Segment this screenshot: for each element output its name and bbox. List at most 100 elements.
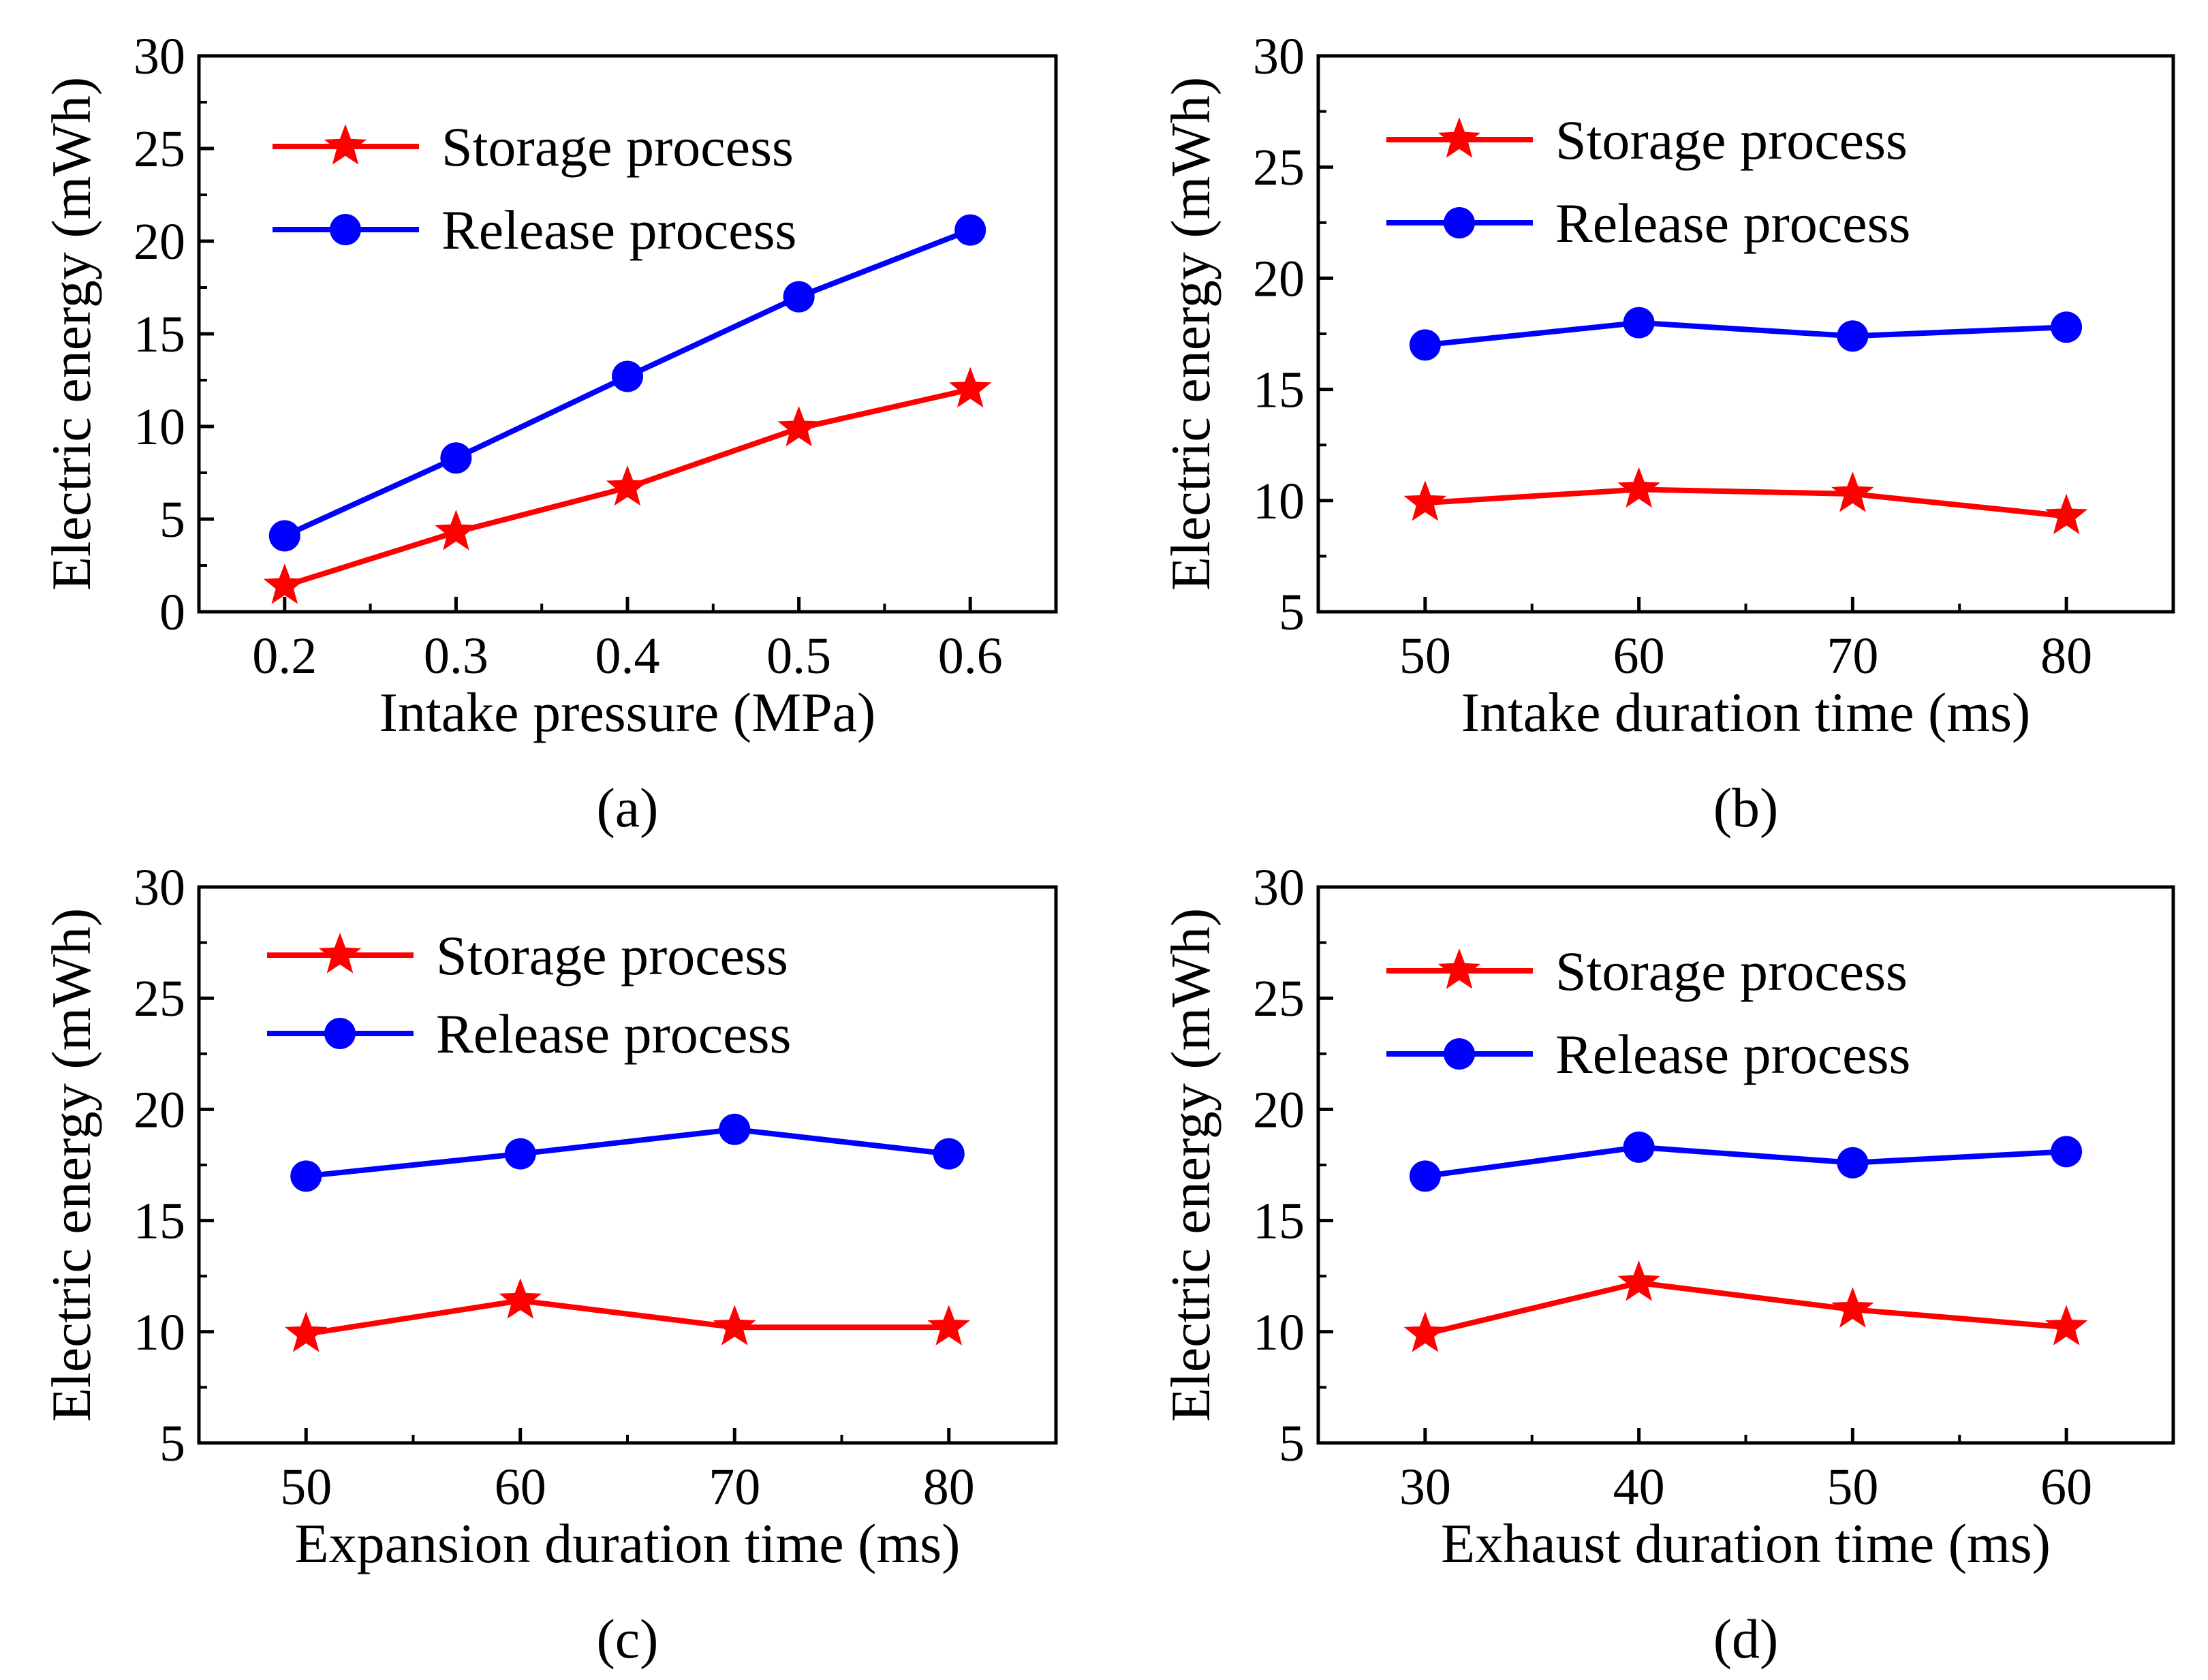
y-axis-label: Electric energy (mWh) (40, 77, 102, 591)
legend-marker (1437, 948, 1481, 989)
x-axis-label: Intake duration time (ms) (1461, 681, 2031, 743)
x-tick-label: 0.6 (938, 627, 1003, 685)
y-axis-label: Electric energy (mWh) (1160, 908, 1222, 1422)
data-point (612, 360, 643, 392)
y-tick-label: 30 (134, 28, 185, 85)
data-point (290, 1160, 322, 1192)
legend-marker (318, 933, 362, 974)
data-point (1623, 1131, 1655, 1163)
x-tick-label: 0.2 (252, 627, 317, 685)
y-tick-label: 10 (134, 1304, 185, 1361)
legend-label: Storage process (1555, 940, 1908, 1002)
chart-panel-1: 0 5 10 15 20 25 30 0.2 0.3 0.4 0.5 0.6 Intake pressu… (40, 28, 1058, 839)
legend-label: Release process (441, 199, 796, 261)
legend-label: Release process (1555, 192, 1910, 254)
y-tick-label: 0 (159, 584, 185, 641)
data-point (1617, 467, 1660, 508)
data-point (1409, 329, 1441, 361)
data-point (1617, 1260, 1660, 1301)
x-tick-label: 40 (1613, 1459, 1665, 1516)
y-tick-label: 15 (134, 1193, 185, 1250)
x-tick-label: 0.5 (766, 627, 831, 685)
y-axis-label: Electric energy (mWh) (40, 908, 102, 1422)
data-point (2044, 493, 2088, 535)
legend-marker (1444, 207, 1475, 238)
panel-label: (d) (1713, 1608, 1779, 1670)
y-tick-label: 15 (134, 306, 185, 363)
x-tick-label: 30 (1399, 1459, 1451, 1516)
data-point (268, 520, 300, 552)
x-tick-label: 0.4 (595, 627, 660, 685)
series-line-storage (305, 1298, 949, 1337)
data-point (1831, 1287, 1874, 1328)
y-tick-label: 25 (134, 970, 185, 1027)
legend-marker (1444, 1038, 1475, 1070)
x-axis-label: Expansion duration time (ms) (295, 1512, 961, 1574)
x-tick-label: 60 (1613, 627, 1665, 685)
data-point (1623, 307, 1655, 339)
y-tick-label: 30 (1253, 859, 1305, 916)
data-point (263, 563, 307, 604)
data-point (713, 1305, 756, 1345)
data-point (927, 1305, 971, 1345)
panel-label: (c) (596, 1608, 658, 1670)
data-point (1409, 1160, 1441, 1192)
x-axis-label: Exhaust duration time (ms) (1441, 1512, 2051, 1574)
legend-label: Release process (1555, 1023, 1910, 1085)
y-tick-label: 25 (1253, 970, 1305, 1027)
legend-marker (324, 1018, 356, 1049)
y-tick-label: 20 (1253, 1081, 1305, 1138)
y-tick-label: 10 (1253, 473, 1305, 530)
data-point (954, 214, 986, 246)
y-axis-label: Electric energy (mWh) (1160, 77, 1222, 591)
x-tick-label: 60 (2040, 1459, 2092, 1516)
x-tick-label: 50 (1826, 1459, 1878, 1516)
legend-label: Release process (436, 1003, 791, 1065)
data-point (1403, 1311, 1447, 1352)
y-tick-label: 20 (134, 1081, 185, 1138)
data-point (1837, 320, 1869, 352)
data-point (284, 1311, 328, 1352)
y-tick-label: 15 (1253, 362, 1305, 419)
data-point (783, 281, 815, 313)
x-tick-label: 80 (2040, 627, 2092, 685)
legend-marker (330, 214, 361, 245)
y-tick-label: 15 (1253, 1193, 1305, 1250)
y-tick-label: 10 (134, 399, 185, 456)
legend-marker (1437, 117, 1481, 158)
series-line-release (1425, 1144, 2067, 1179)
y-tick-label: 25 (1253, 139, 1305, 196)
data-point (2051, 1136, 2083, 1168)
x-tick-label: 80 (923, 1459, 975, 1516)
legend-label: Storage process (1555, 109, 1908, 171)
series-line-release (305, 1126, 950, 1179)
panel-label: (a) (596, 777, 658, 839)
legend-marker (324, 124, 367, 165)
y-tick-label: 25 (134, 121, 185, 178)
data-point (777, 405, 820, 447)
data-point (948, 367, 992, 408)
data-point (440, 442, 472, 474)
x-tick-label: 0.3 (424, 627, 488, 685)
data-point (1831, 471, 1874, 512)
y-tick-label: 5 (159, 491, 185, 548)
data-point (2051, 311, 2083, 343)
y-tick-label: 30 (134, 859, 185, 916)
data-point (1403, 480, 1447, 521)
series-line-release (1425, 320, 2067, 348)
x-tick-label: 50 (280, 1459, 332, 1516)
series-line-storage (1424, 1280, 2067, 1337)
x-tick-label: 70 (709, 1459, 760, 1516)
y-tick-label: 5 (159, 1415, 185, 1472)
legend-label: Storage process (441, 116, 794, 178)
data-point (2044, 1305, 2088, 1345)
data-point (719, 1113, 751, 1145)
y-tick-label: 20 (1253, 250, 1305, 307)
y-tick-label: 10 (1253, 1304, 1305, 1361)
y-tick-label: 20 (134, 213, 185, 270)
y-tick-label: 30 (1253, 28, 1305, 85)
legend-label: Storage process (436, 924, 788, 986)
